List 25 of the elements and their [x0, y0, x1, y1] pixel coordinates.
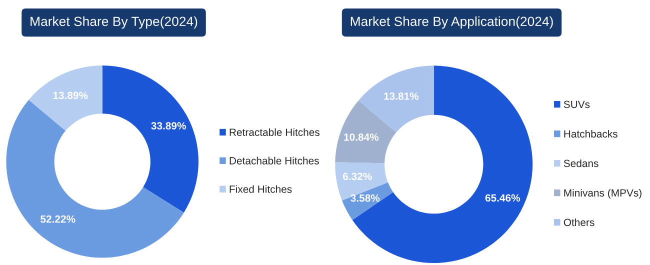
data-label: 10.84%: [344, 133, 379, 141]
legend-label: Hatchbacks: [564, 130, 618, 138]
data-label: 65.46%: [485, 194, 520, 202]
legend-label: Sedans: [564, 159, 598, 168]
chart-title: Market Share By Type(2024): [30, 16, 198, 29]
data-label: 13.81%: [384, 92, 419, 100]
legend-label: Minivans (MPVs): [564, 188, 642, 199]
data-label: 6.32%: [342, 172, 372, 180]
legend-label: Others: [564, 218, 594, 226]
data-label: 13.89%: [53, 92, 88, 100]
legend-label: SUVs: [564, 100, 590, 108]
legend-label: Fixed Hitches: [230, 185, 292, 193]
data-label: 3.58%: [350, 194, 380, 202]
data-label: 33.89%: [151, 122, 186, 130]
donut-slice: [6, 100, 184, 258]
legend-label: Detachable Hitches: [230, 156, 319, 164]
chart-title: Market Share By Application(2024): [350, 16, 553, 29]
donut-slice: [358, 66, 434, 132]
donut-slice: [342, 182, 394, 220]
donut-slice: [28, 66, 102, 131]
donut-slice: [335, 162, 388, 200]
donut-slice: [335, 100, 396, 164]
legend-label: Retractable Hitches: [230, 128, 320, 136]
data-label: 52.22%: [40, 215, 76, 223]
donut-slice: [102, 66, 198, 213]
